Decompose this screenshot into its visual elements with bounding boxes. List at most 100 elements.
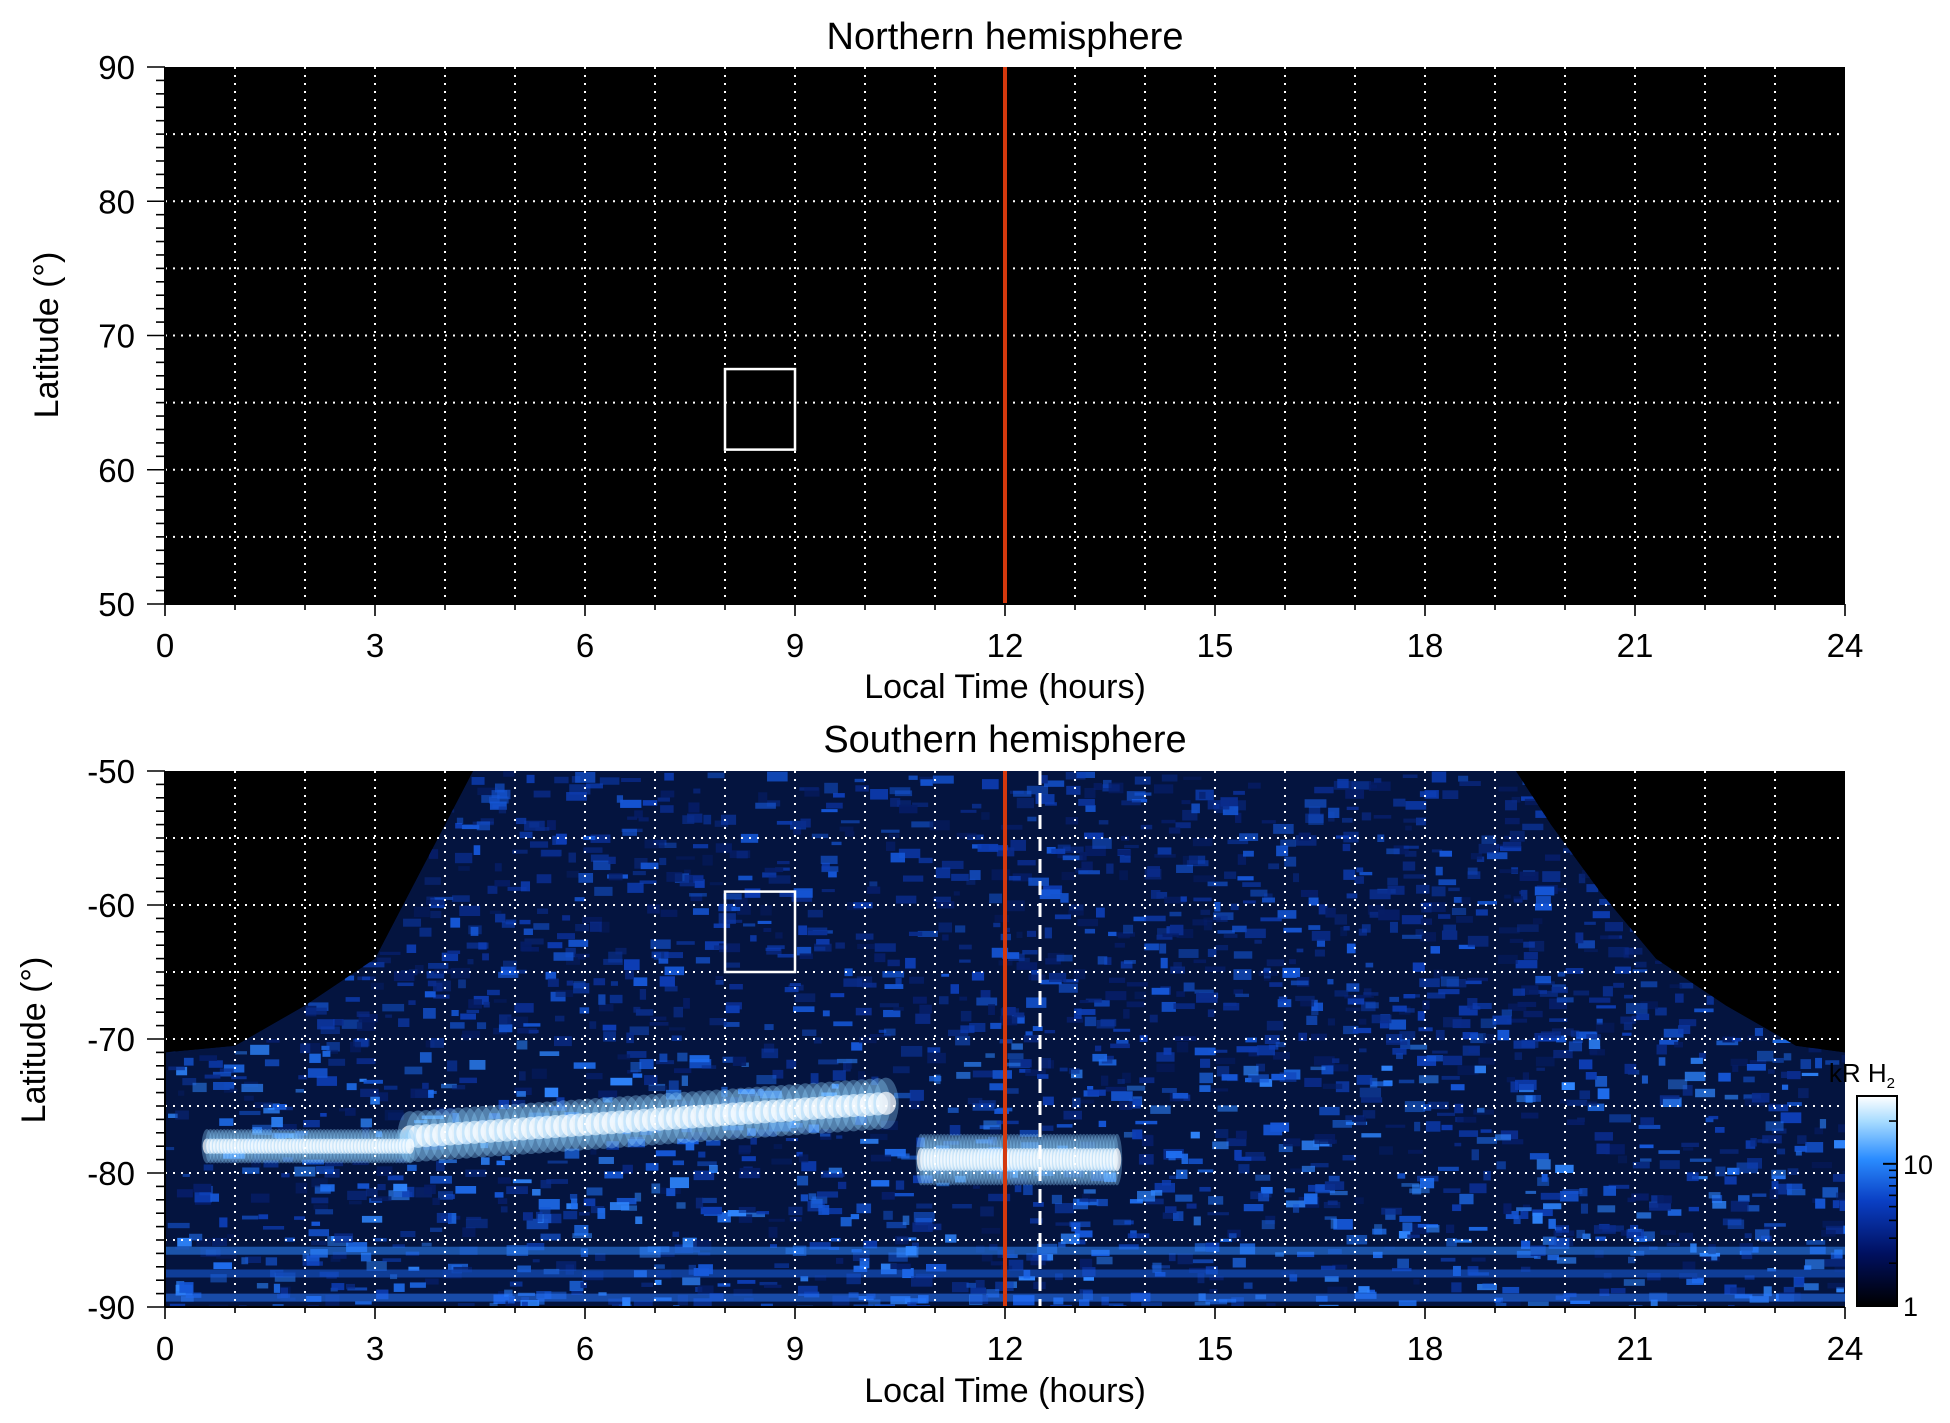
speckle: [1535, 896, 1551, 906]
speckle: [355, 1301, 372, 1305]
speckle: [1084, 1016, 1097, 1027]
speckle: [1638, 1124, 1661, 1129]
speckle: [881, 829, 900, 833]
y-tick-label: 50: [98, 586, 135, 623]
speckle: [1413, 1278, 1420, 1285]
speckle: [988, 1004, 995, 1015]
speckle: [1639, 1144, 1654, 1149]
speckle: [193, 1183, 212, 1193]
speckle: [213, 1081, 235, 1090]
speckle: [881, 1191, 895, 1200]
x-tick-label: 21: [1617, 627, 1654, 664]
speckle: [1304, 1193, 1318, 1205]
speckle: [1533, 918, 1543, 925]
speckle: [344, 975, 355, 981]
speckle: [1254, 939, 1262, 944]
speckle: [1498, 786, 1518, 792]
speckle: [731, 906, 741, 911]
speckle: [566, 980, 574, 986]
speckle: [1243, 1204, 1264, 1212]
speckle: [1002, 1254, 1018, 1259]
speckle: [665, 1089, 682, 1100]
speckle: [280, 1287, 289, 1298]
speckle: [1504, 835, 1522, 840]
speckle: [756, 1129, 778, 1137]
speckle: [1539, 990, 1558, 997]
speckle: [307, 1068, 328, 1078]
speckle: [1176, 1169, 1188, 1179]
speckle: [1168, 1253, 1176, 1262]
speckle: [1681, 1142, 1699, 1148]
speckle: [952, 1203, 972, 1209]
speckle: [874, 1304, 896, 1307]
speckle: [1524, 798, 1545, 806]
speckle: [494, 1192, 504, 1198]
speckle: [360, 1252, 372, 1262]
speckle: [1398, 1079, 1415, 1084]
speckle: [529, 841, 549, 848]
speckle: [1559, 1191, 1579, 1202]
speckle: [1403, 818, 1419, 823]
speckle: [816, 1191, 839, 1198]
speckle: [990, 1261, 1005, 1266]
colorbar-tick-label: 10: [1903, 1150, 1933, 1180]
speckle: [383, 1085, 398, 1090]
speckle: [1150, 1190, 1163, 1196]
speckle: [1675, 993, 1684, 1003]
speckle: [447, 1263, 469, 1270]
speckle: [1192, 837, 1213, 847]
speckle: [918, 857, 933, 864]
speckle: [1293, 873, 1300, 883]
speckle: [895, 895, 917, 904]
speckle: [1197, 1169, 1214, 1173]
speckle: [1012, 873, 1032, 882]
speckle: [1278, 996, 1288, 1002]
speckle: [1085, 845, 1106, 857]
speckle: [1361, 924, 1371, 933]
speckle: [1602, 986, 1613, 997]
speckle: [715, 979, 724, 985]
speckle: [1523, 1010, 1543, 1018]
speckle: [466, 1216, 482, 1220]
speckle: [759, 1090, 782, 1099]
speckle: [573, 1062, 596, 1069]
speckle: [729, 983, 743, 990]
speckle: [1026, 1253, 1048, 1261]
speckle: [789, 983, 801, 987]
speckle: [1340, 926, 1348, 937]
speckle: [831, 1083, 839, 1089]
speckle: [594, 886, 613, 896]
speckle: [610, 1077, 633, 1086]
speckle: [497, 1198, 508, 1205]
speckle: [1209, 1276, 1224, 1281]
speckle: [763, 1043, 775, 1053]
speckle: [1806, 1240, 1826, 1245]
speckle: [1608, 946, 1629, 958]
speckle: [1393, 845, 1409, 855]
speckle: [1305, 813, 1324, 823]
speckle: [1667, 1209, 1682, 1216]
speckle: [547, 942, 563, 949]
speckle: [625, 970, 634, 980]
speckle: [300, 1043, 311, 1054]
speckle: [1175, 1194, 1193, 1202]
speckle: [1623, 1279, 1645, 1286]
speckle: [1306, 1015, 1318, 1026]
speckle: [1337, 778, 1349, 789]
speckle: [1013, 1012, 1025, 1018]
speckle: [1123, 924, 1134, 934]
speckle: [455, 1186, 477, 1194]
speckle: [1100, 1075, 1109, 1086]
speckle: [1248, 1074, 1269, 1083]
speckle: [583, 1198, 596, 1207]
speckle: [1600, 935, 1620, 940]
speckle: [772, 1069, 784, 1079]
speckle: [1214, 1129, 1229, 1138]
speckle: [603, 958, 623, 965]
speckle: [245, 1256, 262, 1263]
speckle: [1762, 1135, 1782, 1144]
speckle: [912, 802, 929, 808]
speckle: [1286, 1200, 1306, 1208]
speckle: [1579, 1090, 1591, 1100]
speckle: [1403, 994, 1416, 999]
